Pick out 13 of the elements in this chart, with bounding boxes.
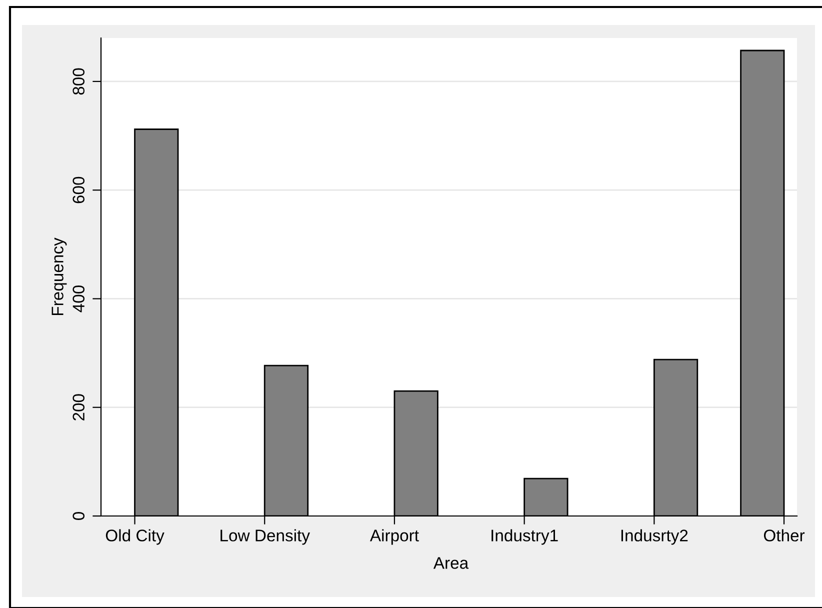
y-axis-title: Frequency [52,238,67,315]
x-tick-label: Low Density [220,529,310,545]
y-tick-label: 800 [72,68,85,95]
x-tick-label: Industry1 [492,529,558,545]
x-tick-label: Other [764,529,805,542]
x-axis-title: Area [433,557,469,569]
y-tick-label: 200 [72,394,85,420]
y-tick-label: 0 [72,512,85,520]
x-tick-label: Old City [106,529,164,545]
y-tick-label: 400 [72,285,85,312]
y-tick-label: 600 [72,176,85,204]
x-tick-label: Airport [370,529,419,545]
x-tick-label: Indusrty2 [621,529,688,545]
